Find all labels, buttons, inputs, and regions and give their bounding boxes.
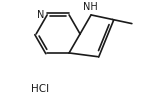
- Text: N: N: [37, 10, 44, 20]
- Text: HCl: HCl: [31, 84, 49, 94]
- Text: NH: NH: [83, 2, 98, 12]
